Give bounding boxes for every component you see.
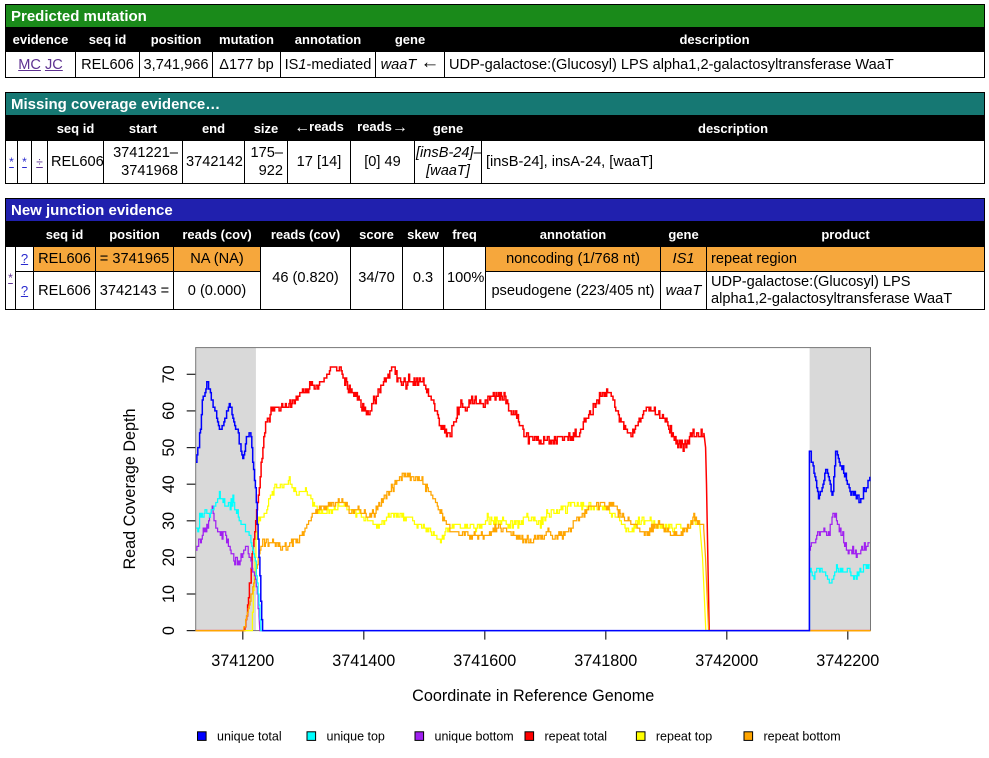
svg-text:3741200: 3741200	[211, 652, 274, 670]
svg-text:0: 0	[160, 626, 178, 635]
svg-text:3742000: 3742000	[695, 652, 758, 670]
svg-text:3741400: 3741400	[332, 652, 395, 670]
svg-text:unique bottom: unique bottom	[435, 729, 514, 743]
svg-text:20: 20	[160, 548, 178, 566]
svg-text:unique top: unique top	[327, 729, 385, 743]
svg-text:Read Coverage Depth: Read Coverage Depth	[121, 408, 139, 569]
svg-text:repeat total: repeat total	[545, 729, 608, 743]
svg-text:40: 40	[160, 475, 178, 493]
svg-text:Coordinate in Reference Genome: Coordinate in Reference Genome	[412, 687, 654, 705]
svg-text:60: 60	[160, 402, 178, 420]
svg-text:50: 50	[160, 439, 178, 457]
svg-text:3742200: 3742200	[816, 652, 879, 670]
svg-text:repeat bottom: repeat bottom	[764, 729, 841, 743]
svg-text:3741600: 3741600	[453, 652, 516, 670]
svg-text:10: 10	[160, 585, 178, 603]
svg-text:repeat top: repeat top	[656, 729, 712, 743]
svg-text:3741800: 3741800	[574, 652, 637, 670]
svg-text:70: 70	[160, 365, 178, 383]
svg-text:30: 30	[160, 512, 178, 530]
svg-text:unique total: unique total	[217, 729, 282, 743]
